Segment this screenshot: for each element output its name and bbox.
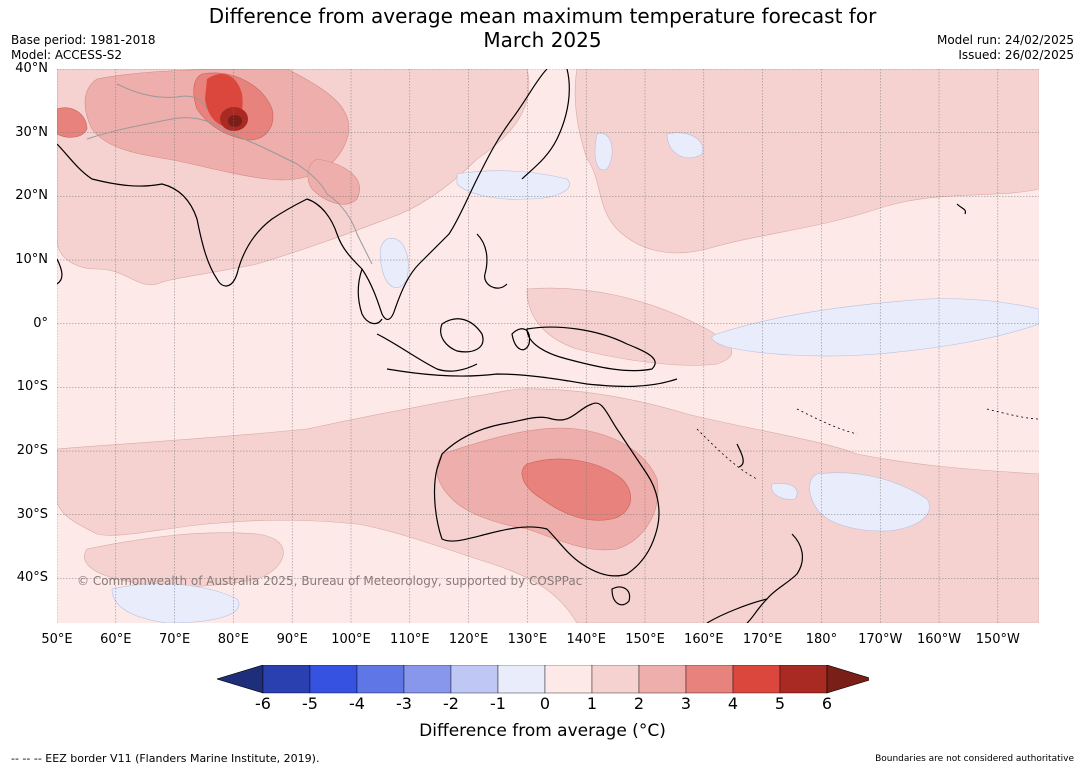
longitude-label: 80°E <box>217 632 250 647</box>
meta-left: Base period: 1981-2018 Model: ACCESS-S2 <box>11 33 156 63</box>
colorbar-cell <box>309 665 358 694</box>
colorbar-cells <box>217 665 869 694</box>
map-title-line1: Difference from average mean maximum tem… <box>208 4 877 28</box>
map-panel: © Commonwealth of Australia 2025, Bureau… <box>57 69 1039 623</box>
longitude-label: 150°W <box>975 632 1020 647</box>
colorbar-tick-label: -4 <box>349 694 365 713</box>
eez-note: -- -- -- EEZ border V11 (Flanders Marine… <box>11 752 320 765</box>
colorbar-min-extend <box>217 665 264 694</box>
longitude-label: 110°E <box>390 632 430 647</box>
colorbar-label-text: Difference from average ( <box>419 721 639 741</box>
latitude-label: 0° <box>33 315 48 331</box>
base-period: Base period: 1981-2018 <box>11 33 156 47</box>
colorbar-tick-label: -3 <box>396 694 412 713</box>
longitude-label: 130°E <box>507 632 548 647</box>
map-canvas <box>57 69 1039 623</box>
colorbar-cell <box>685 665 734 694</box>
colorbar-tick-label: -6 <box>255 694 271 713</box>
longitude-label: 140°E <box>566 632 606 647</box>
country-borders <box>86 83 373 265</box>
colorbar-tick-label: 1 <box>586 694 598 713</box>
colorbar-tick-label: -1 <box>490 694 506 713</box>
map-title: Difference from average mean maximum tem… <box>0 4 1085 52</box>
issued-date: Issued: 26/02/2025 <box>958 48 1074 62</box>
colorbar-tick-label: 4 <box>727 694 739 713</box>
longitude-label: 120°E <box>448 632 489 647</box>
colorbar-tick-label: 3 <box>680 694 692 713</box>
colorbar-cell <box>497 665 546 694</box>
longitude-label: 160°E <box>684 632 724 647</box>
longitude-label: 160°W <box>916 632 962 647</box>
colorbar-label-unit: °C <box>638 721 660 741</box>
colorbar-cell <box>779 665 828 694</box>
colorbar-cell <box>450 665 499 694</box>
latitude-label: 40°N <box>15 61 48 76</box>
latitude-label: 30°S <box>16 506 48 522</box>
boundary-disclaimer: Boundaries are not considered authoritat… <box>875 754 1074 764</box>
colorbar-tick-label: 2 <box>633 694 645 713</box>
latitude-label: 20°S <box>16 443 48 459</box>
colorbar-tick-label: -2 <box>443 694 459 713</box>
longitude-label: 180° <box>805 632 838 647</box>
colorbar-tick-label: 5 <box>774 694 786 713</box>
latitude-label: 10°N <box>15 252 48 268</box>
copyright-notice: © Commonwealth of Australia 2025, Bureau… <box>77 574 583 588</box>
latitude-label: 20°N <box>15 188 48 204</box>
colorbar-tick-label: 0 <box>539 694 551 713</box>
coastlines <box>57 69 967 623</box>
model-name: Model: ACCESS-S2 <box>11 48 123 62</box>
colorbar-ticks: -6 -5 -4 -3 -2 -1 0 1 2 3 4 5 6 <box>0 694 1085 713</box>
longitude-label: 170°W <box>858 632 903 647</box>
colorbar-cell <box>356 665 405 694</box>
map-title-line2: March 2025 <box>483 28 602 52</box>
longitude-label: 150°E <box>625 632 665 647</box>
colorbar-cell <box>732 665 781 694</box>
colorbar-tick-label: -5 <box>302 694 318 713</box>
colorbar-cell <box>262 665 311 694</box>
longitude-label: 170°E <box>742 632 783 647</box>
eez-borders <box>696 408 1039 480</box>
colorbar-label-close: ) <box>659 721 666 741</box>
longitude-label: 50°E <box>41 632 73 647</box>
latitude-label: 40°S <box>16 570 48 586</box>
colorbar-label: Difference from average (°C) <box>0 721 1085 741</box>
latitude-label: 10°S <box>16 379 48 395</box>
model-run: Model run: 24/02/2025 <box>936 33 1074 47</box>
anomaly-minus1-to-0-regions <box>111 132 1039 623</box>
colorbar-cell <box>638 665 687 694</box>
longitude-label: 60°E <box>100 632 132 647</box>
longitude-label: 100°E <box>331 632 371 647</box>
colorbar-max-extend <box>826 665 869 694</box>
latitude-label: 30°N <box>15 124 48 140</box>
colorbar-cell <box>403 665 452 694</box>
longitude-label: 90°E <box>276 632 308 647</box>
colorbar-cell <box>544 665 593 694</box>
meta-right: Model run: 24/02/2025 Issued: 26/02/2025 <box>937 33 1074 63</box>
colorbar-tick-label: 6 <box>821 694 833 713</box>
colorbar <box>217 665 869 694</box>
colorbar-cell <box>591 665 640 694</box>
longitude-label: 70°E <box>158 632 191 647</box>
